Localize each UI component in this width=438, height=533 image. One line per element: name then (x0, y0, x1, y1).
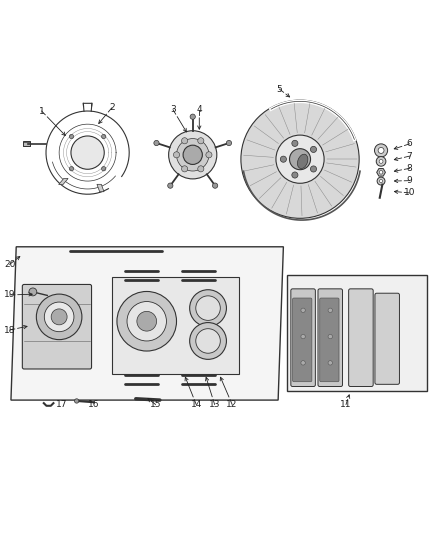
Circle shape (190, 322, 226, 359)
Circle shape (71, 136, 104, 169)
Circle shape (328, 361, 332, 365)
Text: 14: 14 (191, 400, 202, 409)
Circle shape (206, 152, 212, 158)
Text: 20: 20 (4, 260, 15, 269)
Circle shape (328, 308, 332, 312)
Circle shape (168, 183, 173, 188)
FancyBboxPatch shape (375, 293, 399, 384)
Text: 2: 2 (109, 103, 114, 112)
Circle shape (127, 302, 166, 341)
Text: 15: 15 (150, 400, 161, 409)
Circle shape (241, 100, 359, 219)
FancyBboxPatch shape (22, 285, 92, 369)
Text: 5: 5 (276, 85, 283, 94)
Polygon shape (59, 179, 68, 184)
Polygon shape (377, 168, 385, 176)
Circle shape (198, 166, 204, 172)
Circle shape (169, 131, 217, 179)
Circle shape (198, 138, 204, 144)
Bar (112, 278, 239, 374)
Circle shape (379, 180, 383, 183)
Circle shape (137, 311, 157, 331)
Circle shape (292, 140, 298, 147)
Circle shape (29, 288, 37, 296)
Text: 6: 6 (406, 139, 413, 148)
Bar (287, 275, 427, 391)
Circle shape (190, 114, 195, 119)
Circle shape (328, 334, 332, 339)
Circle shape (301, 308, 305, 312)
Polygon shape (11, 247, 283, 400)
Circle shape (196, 296, 220, 320)
Text: 16: 16 (88, 400, 100, 409)
Circle shape (181, 138, 187, 144)
Polygon shape (97, 184, 104, 192)
Circle shape (154, 140, 159, 146)
Text: 3: 3 (170, 105, 176, 114)
Circle shape (212, 183, 218, 188)
Circle shape (377, 177, 385, 185)
Circle shape (69, 134, 74, 139)
Circle shape (196, 329, 220, 353)
Text: 8: 8 (406, 164, 413, 173)
Circle shape (102, 166, 106, 171)
Circle shape (69, 166, 74, 171)
Text: 11: 11 (340, 400, 352, 409)
Circle shape (292, 172, 298, 178)
Circle shape (311, 166, 317, 172)
Circle shape (183, 145, 202, 165)
Circle shape (36, 294, 82, 340)
Circle shape (301, 361, 305, 365)
Circle shape (379, 171, 383, 174)
Circle shape (226, 140, 232, 146)
Text: 13: 13 (209, 400, 220, 409)
Circle shape (44, 302, 74, 332)
Text: 4: 4 (197, 105, 202, 114)
FancyBboxPatch shape (293, 298, 312, 382)
Circle shape (280, 156, 286, 162)
FancyBboxPatch shape (291, 289, 315, 386)
Circle shape (301, 334, 305, 339)
Circle shape (311, 147, 317, 152)
FancyBboxPatch shape (318, 289, 343, 386)
Circle shape (173, 152, 180, 158)
Circle shape (181, 166, 187, 172)
Text: 7: 7 (406, 151, 413, 160)
Bar (23, 141, 30, 147)
Ellipse shape (297, 154, 308, 168)
Text: 10: 10 (404, 189, 415, 197)
FancyBboxPatch shape (320, 298, 339, 382)
Text: 17: 17 (56, 400, 67, 409)
Circle shape (102, 134, 106, 139)
FancyBboxPatch shape (349, 289, 373, 386)
Circle shape (376, 157, 386, 166)
Text: 9: 9 (406, 176, 413, 185)
Circle shape (276, 135, 324, 183)
Circle shape (378, 148, 384, 154)
Circle shape (51, 309, 67, 325)
Text: 19: 19 (4, 290, 15, 300)
Circle shape (177, 139, 209, 171)
Circle shape (379, 159, 383, 163)
Circle shape (117, 292, 177, 351)
Circle shape (74, 399, 79, 403)
Circle shape (374, 144, 388, 157)
Text: 12: 12 (226, 400, 238, 409)
Text: 1: 1 (39, 107, 45, 116)
Text: 18: 18 (4, 326, 15, 335)
Circle shape (290, 149, 311, 169)
Circle shape (190, 290, 226, 327)
